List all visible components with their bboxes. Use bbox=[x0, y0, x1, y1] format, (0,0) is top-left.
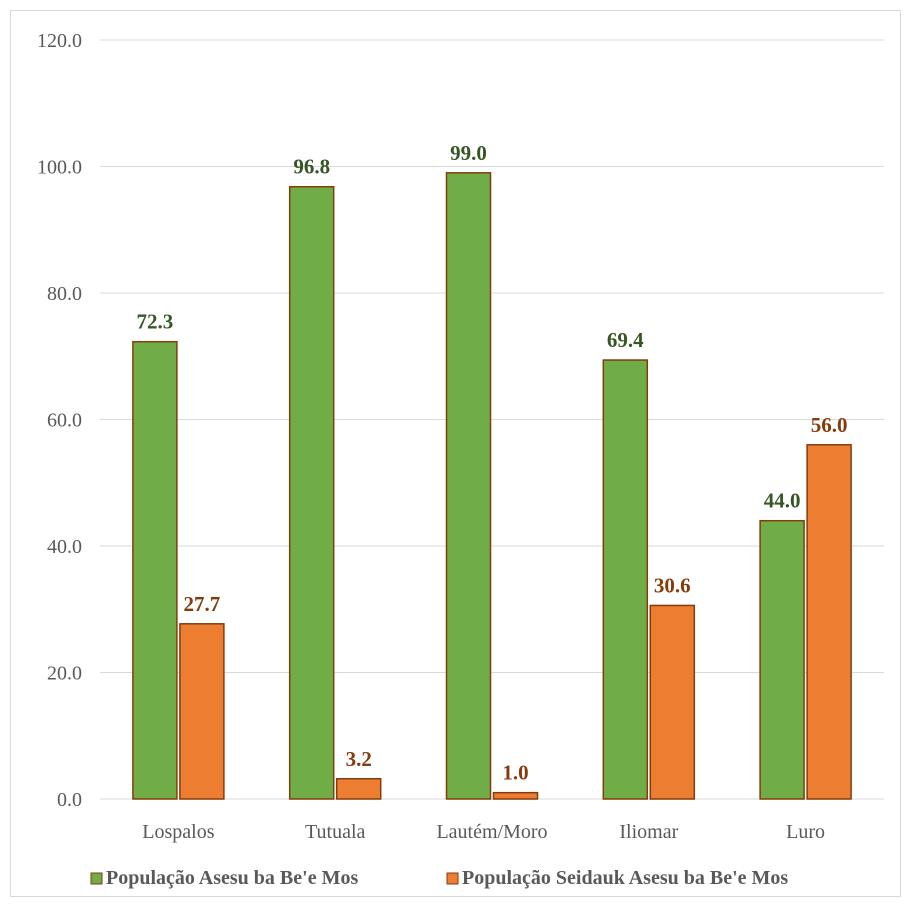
data-label: 1.0 bbox=[502, 761, 528, 785]
legend: População Asesu ba Be'e Mos População Se… bbox=[90, 867, 788, 889]
x-tick-label: Lautém/Moro bbox=[436, 821, 547, 843]
bar bbox=[602, 359, 649, 800]
bar bbox=[759, 519, 805, 800]
data-label: 56.0 bbox=[811, 413, 848, 437]
bar bbox=[132, 340, 178, 800]
y-tick-label: 60.0 bbox=[47, 410, 82, 432]
gridlines bbox=[100, 39, 884, 800]
x-tick-label: Tutuala bbox=[305, 821, 366, 843]
y-tick-label: 40.0 bbox=[47, 536, 82, 558]
data-label: 69.4 bbox=[607, 328, 644, 352]
x-tick-label: Iliomar bbox=[619, 821, 678, 843]
bar bbox=[445, 172, 492, 800]
legend-swatch-asesu bbox=[90, 872, 103, 885]
y-tick-label: 20.0 bbox=[47, 663, 82, 685]
bar bbox=[335, 778, 382, 800]
y-tick-label: 120.0 bbox=[37, 30, 82, 52]
bar bbox=[288, 185, 335, 800]
y-tick-label: 100.0 bbox=[37, 157, 82, 179]
data-labels: 72.3 27.7 96.8 3.2 99.0 1.0 69.4 30.6 44.0 56.0 bbox=[137, 141, 848, 785]
legend-label-seidauk: População Seidauk Asesu ba Be'e Mos bbox=[462, 867, 788, 889]
data-label: 27.7 bbox=[184, 592, 221, 616]
data-label: 3.2 bbox=[346, 747, 372, 771]
y-tick-label: 80.0 bbox=[47, 283, 82, 305]
x-tick-label: Lospalos bbox=[142, 821, 214, 843]
bar bbox=[179, 623, 225, 800]
data-label: 30.6 bbox=[654, 573, 691, 597]
x-tick-label: Luro bbox=[786, 821, 825, 843]
bar bbox=[806, 444, 852, 800]
data-label: 99.0 bbox=[450, 141, 487, 165]
data-label: 96.8 bbox=[293, 155, 330, 179]
legend-label-asesu: População Asesu ba Be'e Mos bbox=[106, 867, 358, 889]
y-axis-ticks: 0.0 20.0 40.0 60.0 80.0 100.0 120.0 bbox=[37, 30, 82, 811]
data-label: 44.0 bbox=[764, 489, 801, 513]
bar bbox=[649, 604, 696, 800]
x-axis-categories: Lospalos Tutuala Lautém/Moro Iliomar Luro bbox=[142, 821, 825, 843]
data-label: 72.3 bbox=[137, 310, 174, 334]
bar bbox=[492, 791, 539, 800]
bars bbox=[132, 172, 852, 800]
legend-swatch-seidauk bbox=[446, 872, 459, 885]
y-tick-label: 0.0 bbox=[57, 789, 82, 811]
